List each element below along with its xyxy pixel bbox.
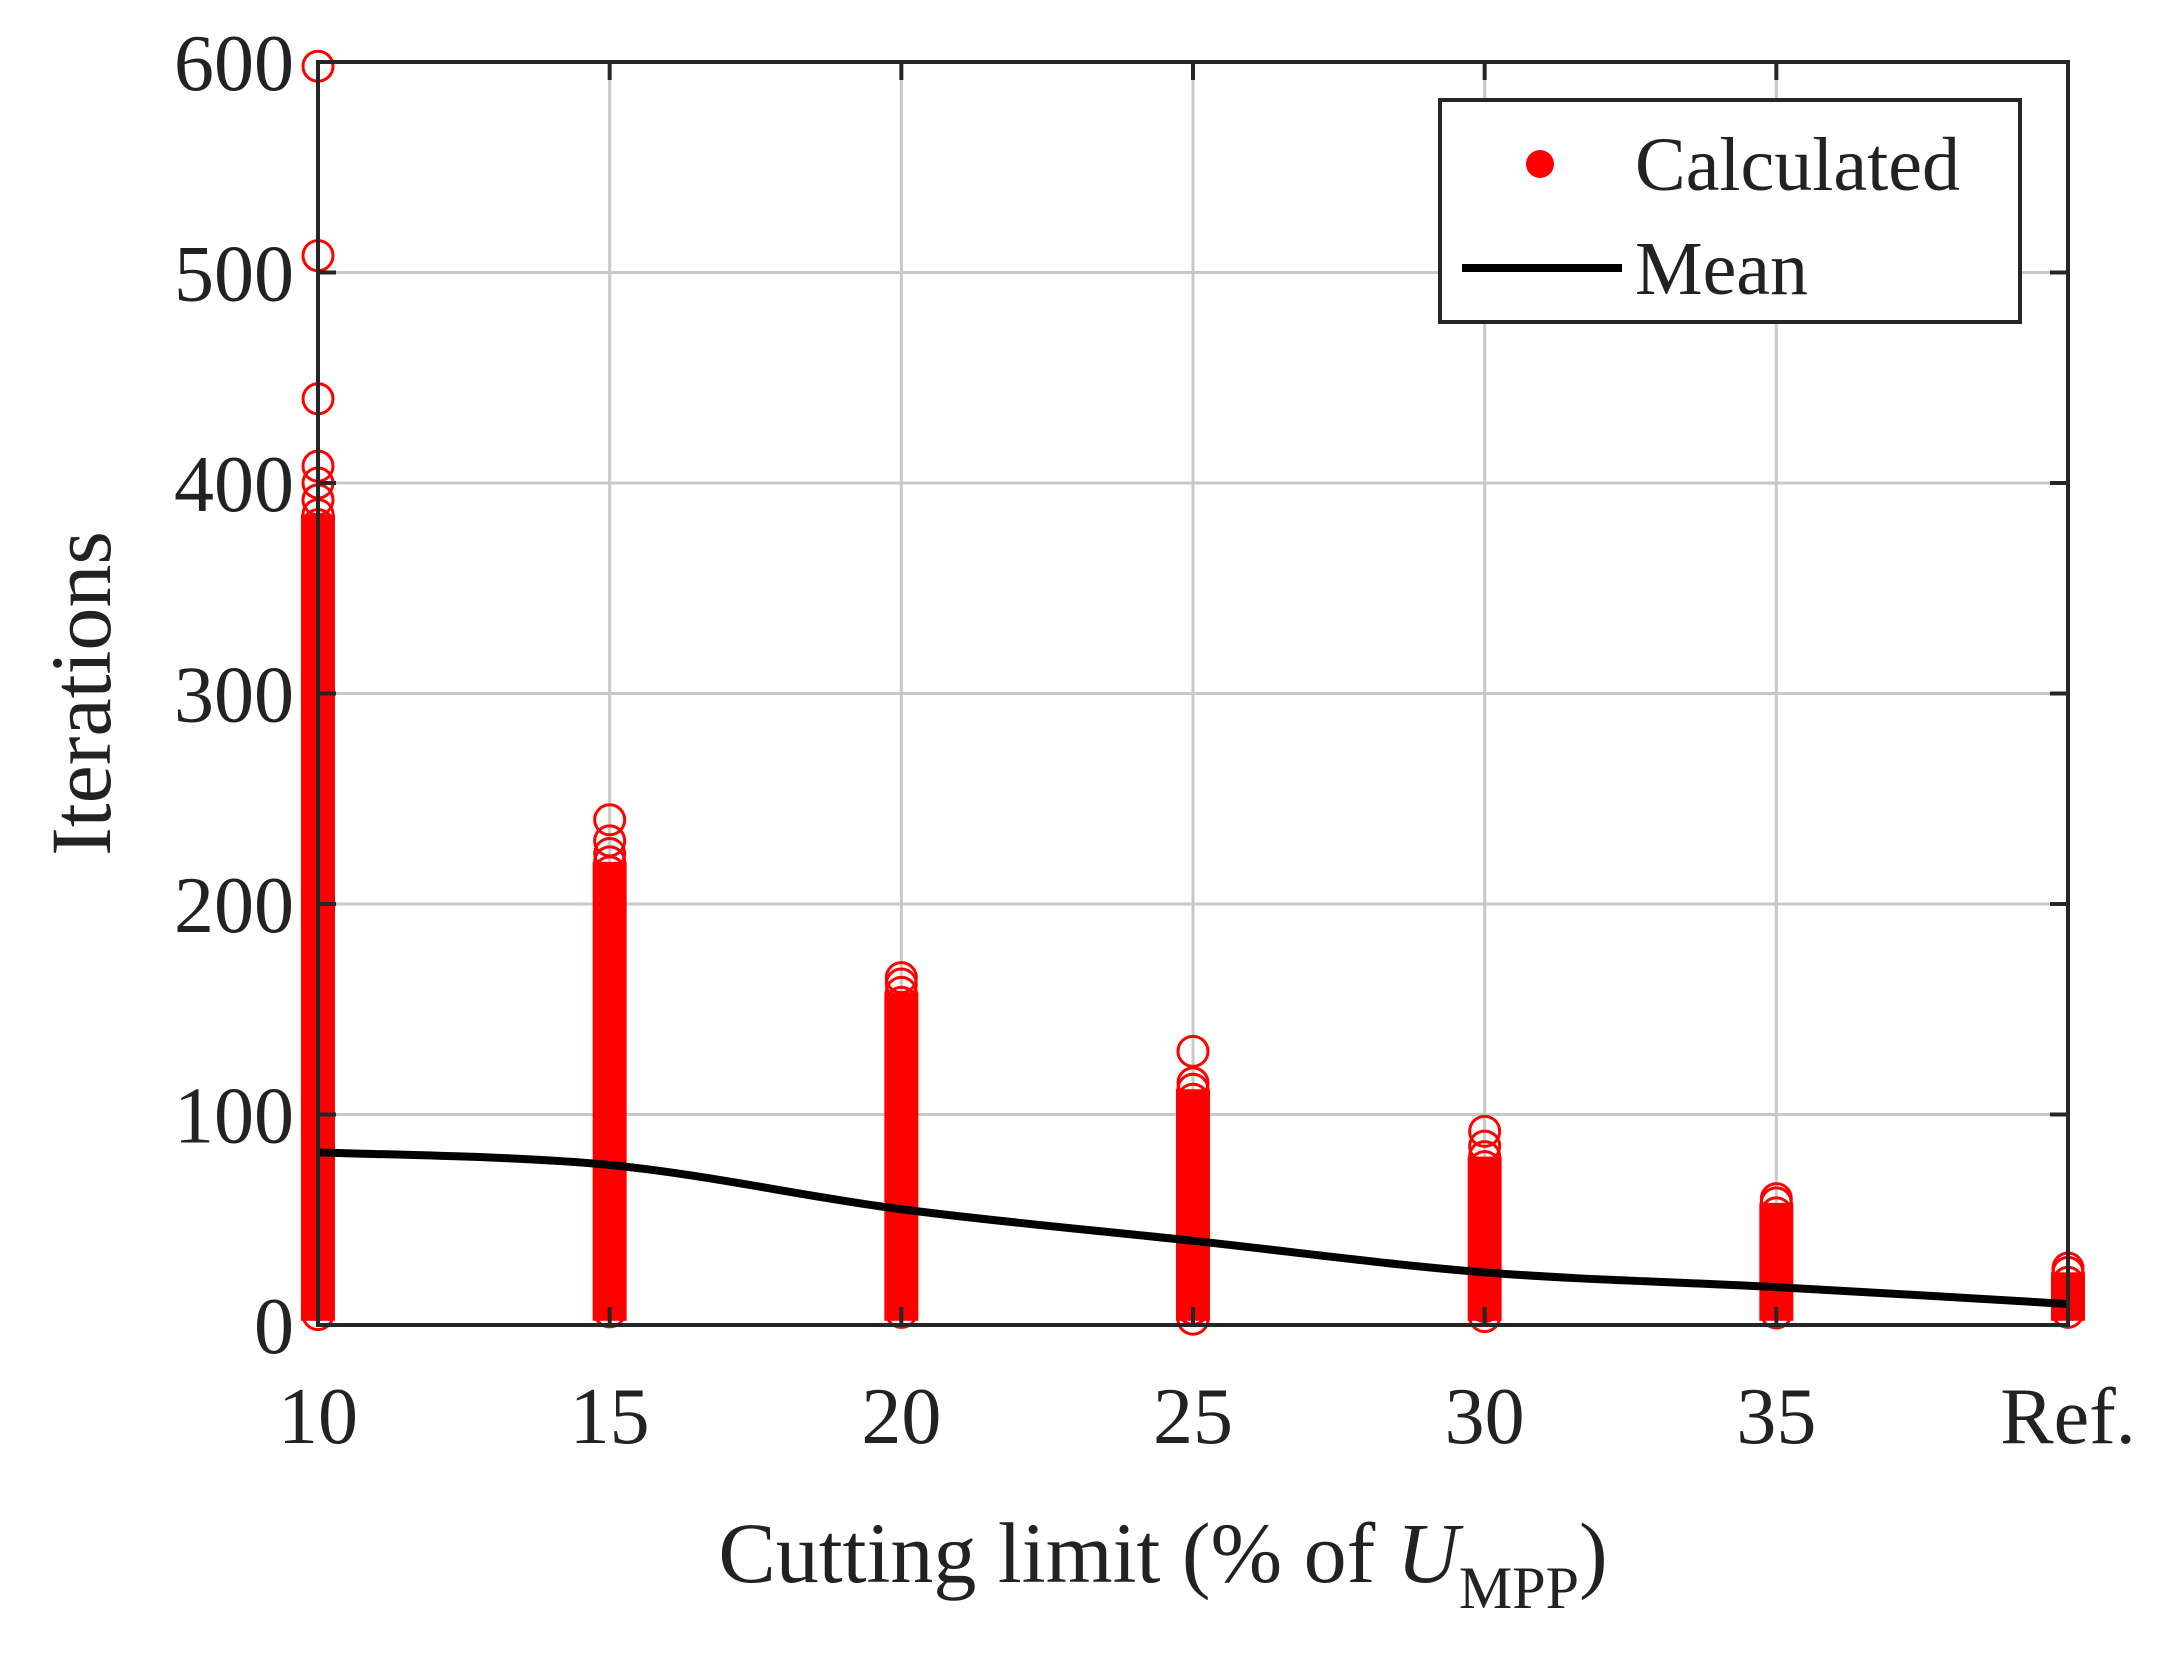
x-axis-label: Cutting limit (% of UMPP) [718, 1505, 1607, 1621]
y-tick-label: 400 [174, 441, 294, 529]
y-tick-label: 100 [174, 1073, 294, 1161]
tick-layer: 10 15 20 25 30 35 Ref. 0 100 200 300 400 500 600 [174, 20, 2136, 1461]
calculated-point [1176, 1066, 1210, 1100]
legend-label-calculated: Calculated [1635, 123, 1960, 207]
calculated-point [593, 824, 627, 858]
calculated-point [593, 836, 627, 870]
y-tick-label: 200 [174, 862, 294, 950]
legend: Calculated Mean [1438, 98, 2022, 324]
calculated-point [884, 967, 918, 1001]
calculated-point [1468, 1129, 1502, 1163]
legend-box [1438, 98, 2022, 324]
x-tick-label: 15 [570, 1373, 650, 1461]
calculated-point [593, 803, 627, 837]
x-tick-label: 20 [861, 1373, 941, 1461]
x-axis-label-close: ) [1579, 1505, 1608, 1601]
x-axis-label-subscript: MPP [1459, 1555, 1579, 1621]
mean-line [317, 1148, 2069, 1308]
x-tick-label: 35 [1736, 1373, 1816, 1461]
calculated-series [301, 49, 2085, 1336]
legend-marker-calculated [1526, 150, 1554, 178]
x-tick-label: Ref. [2000, 1373, 2136, 1461]
x-tick-label: 10 [278, 1373, 358, 1461]
y-tick-label: 600 [174, 20, 294, 108]
y-tick-label: 500 [174, 231, 294, 319]
y-tick-label: 0 [254, 1283, 294, 1371]
y-axis-label: Iterations [33, 531, 129, 856]
legend-label-mean: Mean [1635, 227, 1808, 311]
calculated-point [1468, 1300, 1502, 1334]
calculated-point [1176, 1034, 1210, 1068]
x-axis-label-main: Cutting limit (% of [718, 1505, 1396, 1601]
calculated-point [1759, 1182, 1793, 1216]
x-tick-label: 25 [1153, 1373, 1233, 1461]
y-tick-label: 300 [174, 652, 294, 740]
x-axis-label-symbol: U [1397, 1505, 1464, 1601]
calculated-point [1759, 1296, 1793, 1330]
calculated-point [1468, 1114, 1502, 1148]
mean-series [317, 1148, 2069, 1308]
calculated-point [593, 1275, 627, 1309]
x-tick-label: 30 [1445, 1373, 1525, 1461]
calculated-point [1176, 1302, 1210, 1336]
calculated-point [884, 1295, 918, 1329]
